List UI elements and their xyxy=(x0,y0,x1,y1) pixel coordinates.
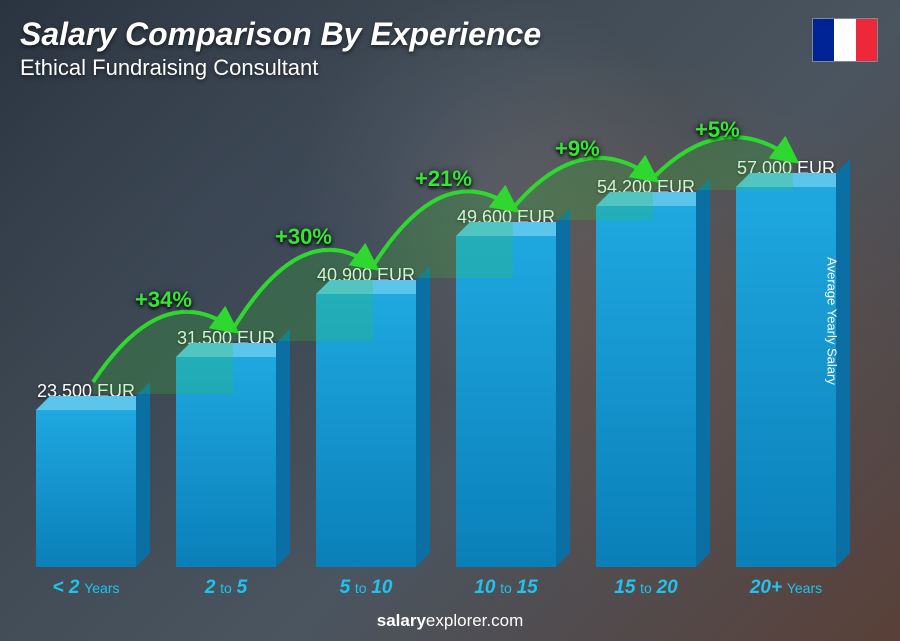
footer-domain: explorer.com xyxy=(426,611,523,630)
bar xyxy=(36,410,136,567)
chart-subtitle: Ethical Fundraising Consultant xyxy=(20,55,880,81)
bar-group: 49,600 EUR10 to 15 xyxy=(440,207,572,567)
bar-front xyxy=(736,187,836,567)
bar-group: 31,500 EUR2 to 5 xyxy=(160,328,292,567)
footer-brand: salary xyxy=(377,611,426,630)
pct-increase-label: +34% xyxy=(135,287,192,313)
bar xyxy=(316,294,416,567)
bar-group: 54,200 EUR15 to 20 xyxy=(580,177,712,567)
bar-top xyxy=(456,222,570,236)
category-label: < 2 Years xyxy=(53,577,120,599)
flag-stripe-2 xyxy=(834,19,855,61)
category-label: 5 to 10 xyxy=(340,577,393,599)
chart-title: Salary Comparison By Experience xyxy=(20,16,880,53)
bar xyxy=(596,206,696,567)
pct-increase-label: +30% xyxy=(275,224,332,250)
bar xyxy=(456,236,556,567)
header: Salary Comparison By Experience Ethical … xyxy=(20,16,880,81)
bar-chart: 23,500 EUR< 2 Years31,500 EUR2 to 540,90… xyxy=(20,107,852,567)
pct-increase-label: +9% xyxy=(555,136,600,162)
bar-front xyxy=(36,410,136,567)
bar xyxy=(736,187,836,567)
bar-side xyxy=(136,382,150,567)
flag-stripe-1 xyxy=(813,19,834,61)
y-axis-label: Average Yearly Salary xyxy=(825,257,840,385)
bar-front xyxy=(456,236,556,567)
bar-top xyxy=(596,192,710,206)
bar-group: 40,900 EUR5 to 10 xyxy=(300,265,432,567)
bar-front xyxy=(176,357,276,567)
bar-front xyxy=(596,206,696,567)
bar-side xyxy=(276,329,290,567)
bar-top xyxy=(36,396,150,410)
flag-stripe-3 xyxy=(856,19,877,61)
country-flag-france xyxy=(812,18,878,62)
footer-credit: salaryexplorer.com xyxy=(0,611,900,631)
bar-top xyxy=(316,280,430,294)
category-label: 2 to 5 xyxy=(205,577,247,599)
category-label: 20+ Years xyxy=(750,577,822,599)
bar-top xyxy=(736,173,850,187)
bar-top xyxy=(176,343,290,357)
bar-side xyxy=(696,178,710,567)
category-label: 10 to 15 xyxy=(474,577,537,599)
pct-increase-label: +5% xyxy=(695,117,740,143)
bar-side xyxy=(556,208,570,567)
bar-side xyxy=(416,266,430,567)
bar xyxy=(176,357,276,567)
pct-increase-label: +21% xyxy=(415,166,472,192)
category-label: 15 to 20 xyxy=(614,577,677,599)
bar-front xyxy=(316,294,416,567)
bar-group: 23,500 EUR< 2 Years xyxy=(20,381,152,567)
